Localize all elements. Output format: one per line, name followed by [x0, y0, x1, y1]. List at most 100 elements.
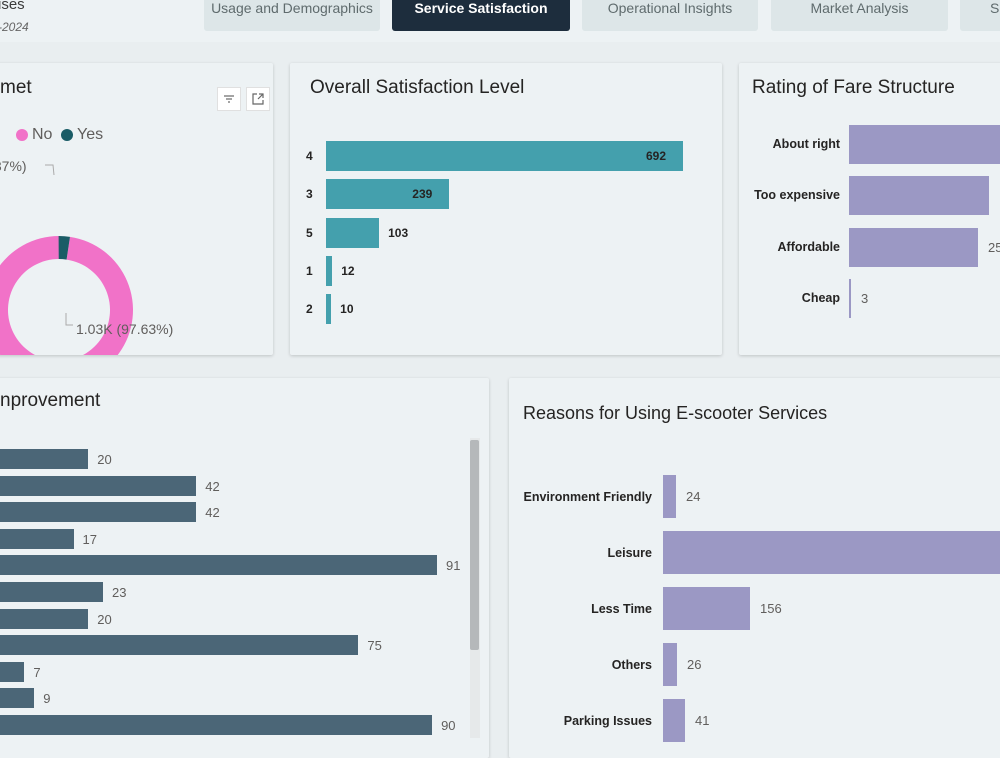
category-label: 1 — [306, 263, 313, 278]
category-label: Others — [611, 658, 652, 672]
bar — [326, 217, 380, 248]
data-label: 9 — [43, 691, 51, 707]
label-no: 1.03K (97.63%) — [76, 321, 174, 337]
data-label: 24 — [686, 489, 701, 504]
improvement-card: nprovement 20 42 42 17 91 23 20 75 7 9 90 — [0, 378, 489, 758]
scrollbar-thumb[interactable] — [470, 440, 479, 650]
data-label: 156 — [760, 601, 782, 616]
data-label: 103 — [388, 225, 409, 240]
category-label: 2 — [306, 302, 313, 317]
legend-label: Yes — [77, 126, 104, 143]
legend-dot-yes — [61, 129, 73, 141]
bar — [663, 587, 750, 630]
card-title: Overall Satisfaction Level — [310, 77, 525, 98]
bar — [0, 582, 103, 602]
tab-partial[interactable]: S — [960, 0, 1000, 31]
bar — [326, 141, 683, 171]
leader-line-no — [65, 313, 73, 326]
tab-label: Operational Insights — [607, 0, 733, 16]
tab-service-satisfaction[interactable]: Service Satisfaction — [392, 0, 570, 31]
tab-label: Market Analysis — [810, 0, 909, 16]
data-label: 42 — [205, 478, 220, 494]
bar — [663, 699, 685, 742]
bar — [849, 278, 851, 318]
category-label: Leisure — [607, 546, 652, 560]
data-label: 91 — [446, 558, 461, 574]
bar — [0, 502, 197, 523]
bar — [0, 608, 89, 629]
leader-line-yes — [45, 164, 55, 176]
report-subtitle: -2024 — [0, 20, 29, 34]
category-label: 4 — [306, 149, 313, 163]
bar — [0, 475, 197, 496]
card-title: nprovement — [0, 390, 101, 411]
bar — [849, 176, 989, 216]
bar — [0, 555, 437, 576]
card-title: Rating of Fare Structure — [752, 77, 955, 98]
label-yes: .37%) — [0, 158, 27, 174]
tab-usage-and-demographics[interactable]: Usage and Demographics — [204, 0, 380, 31]
bar — [0, 688, 35, 709]
bar — [849, 125, 1000, 164]
donut-slice-yes[interactable] — [58, 236, 70, 260]
bar — [849, 227, 978, 267]
bar — [0, 449, 89, 469]
tab-label: Usage and Demographics — [211, 0, 373, 16]
data-label: 10 — [340, 302, 354, 317]
card-title: Reasons for Using E-scooter Services — [523, 403, 828, 423]
data-label: 20 — [97, 611, 112, 627]
category-label: About right — [772, 137, 840, 151]
needs-met-card: met No Yes .37%) 1.03K (97.63%) — [0, 63, 273, 355]
filter-icon[interactable] — [217, 87, 241, 111]
tab-operational-insights[interactable]: Operational Insights — [582, 0, 758, 31]
bar — [326, 179, 450, 210]
legend-item-yes[interactable]: Yes — [61, 126, 103, 144]
tab-label: Service Satisfaction — [414, 0, 548, 16]
bar — [326, 294, 332, 325]
category-label: Parking Issues — [563, 714, 652, 728]
top-navigation: ises -2024 Usage and Demographics Servic… — [0, 0, 1000, 42]
data-label: 692 — [646, 149, 667, 163]
donut-chart — [0, 164, 133, 355]
card-title: met — [0, 77, 32, 98]
data-label: 41 — [695, 713, 710, 728]
satisfaction-card: Overall Satisfaction Level 4 692 3 239 5 103 1… — [290, 63, 722, 355]
bar — [663, 643, 677, 686]
bar — [663, 475, 676, 518]
report-title: ises — [0, 0, 25, 13]
data-label: 25 — [988, 239, 1000, 255]
data-label: 75 — [367, 638, 382, 654]
tab-market-analysis[interactable]: Market Analysis — [771, 0, 948, 31]
data-label: 17 — [82, 531, 97, 547]
bar — [663, 531, 1000, 574]
category-label: 3 — [306, 187, 313, 202]
category-label: Affordable — [777, 239, 841, 254]
fare-rating-card: Rating of Fare Structure About right Too … — [739, 63, 1000, 355]
data-label: 3 — [861, 290, 869, 306]
category-label: Cheap — [801, 290, 840, 305]
data-label: 26 — [687, 657, 702, 672]
category-label: 5 — [306, 225, 313, 240]
legend-label: No — [32, 126, 53, 143]
data-label: 239 — [412, 187, 433, 202]
bar — [0, 661, 25, 682]
bar — [0, 635, 359, 656]
data-label: 90 — [441, 718, 456, 733]
data-label: 20 — [97, 452, 112, 467]
category-label: Environment Friendly — [523, 490, 653, 504]
category-label: Too expensive — [754, 188, 840, 203]
data-label: 12 — [341, 263, 355, 278]
bar — [0, 715, 433, 735]
data-label: 7 — [33, 664, 41, 680]
bar — [326, 255, 333, 286]
bar — [0, 528, 74, 549]
data-label: 23 — [111, 585, 127, 600]
data-label: 42 — [205, 505, 220, 521]
tab-label: S — [990, 0, 1000, 16]
reasons-card: Reasons for Using E-scooter Services Env… — [509, 378, 1000, 758]
focus-mode-icon[interactable] — [246, 87, 270, 111]
legend-dot-no — [16, 129, 28, 141]
legend-item-no[interactable]: No — [16, 126, 52, 144]
category-label: Less Time — [591, 602, 652, 616]
donut-slice-no[interactable] — [0, 236, 133, 355]
